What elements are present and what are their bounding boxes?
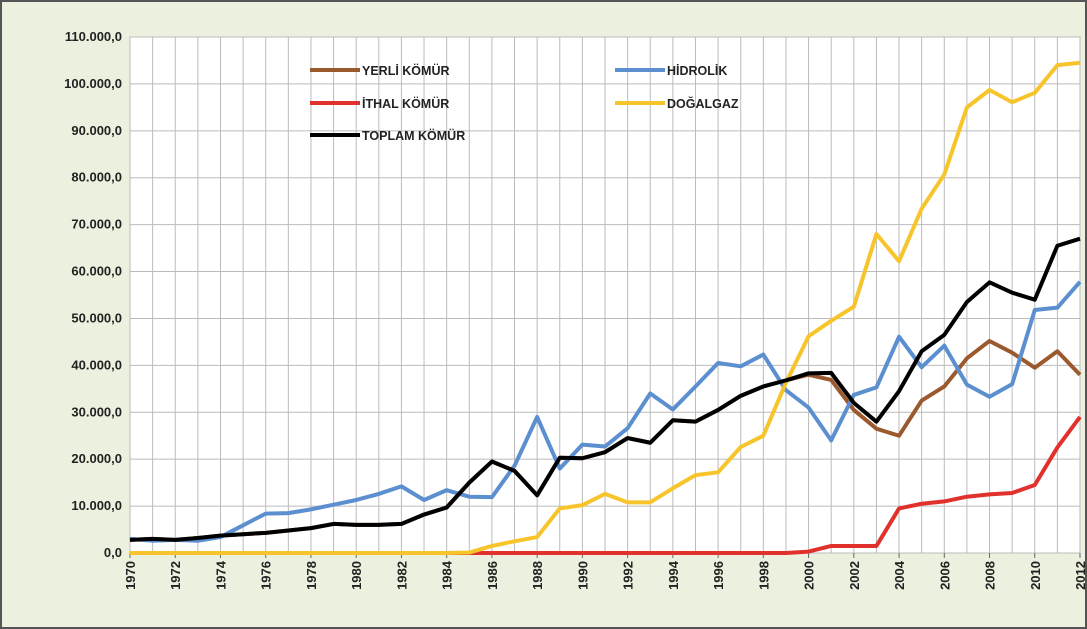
series-line — [130, 60, 1081, 555]
y-tick-label: 10.000,0 — [71, 498, 122, 513]
x-tick-label: 1972 — [168, 561, 183, 590]
legend-label: HİDROLİK — [667, 63, 727, 78]
x-tick-label: 1974 — [213, 560, 228, 590]
y-tick-label: 20.000,0 — [71, 451, 122, 466]
x-tick-label: 2010 — [1028, 561, 1043, 590]
x-tick-label: 2004 — [892, 560, 907, 590]
y-tick-label: 70.000,0 — [71, 217, 122, 232]
series-line — [129, 236, 1081, 542]
x-tick-label: 1994 — [666, 560, 681, 590]
y-tick-label: 30.000,0 — [71, 404, 122, 419]
x-tick-label: 1976 — [259, 561, 274, 590]
y-tick-label: 100.000,0 — [64, 76, 122, 91]
y-tick-label: 50.000,0 — [71, 310, 122, 325]
x-tick-label: 1986 — [485, 561, 500, 590]
x-tick-label: 1988 — [530, 561, 545, 590]
x-tick-label: 1996 — [711, 561, 726, 590]
x-tick-label: 1998 — [756, 561, 771, 590]
y-tick-label: 80.000,0 — [71, 170, 122, 185]
x-tick-label: 2006 — [937, 561, 952, 590]
legend-label: TOPLAM KÖMÜR — [362, 128, 465, 143]
y-tick-label: 0,0 — [104, 545, 122, 560]
x-tick-label: 2008 — [983, 561, 998, 590]
x-tick-label: 1970 — [123, 561, 138, 590]
x-tick-label: 2002 — [847, 561, 862, 590]
x-tick-label: 2000 — [802, 561, 817, 590]
x-tick-label: 2012 — [1073, 561, 1087, 590]
legend-label: YERLİ KÖMÜR — [362, 63, 450, 78]
x-tick-label: 1982 — [394, 561, 409, 590]
x-tick-label: 1992 — [621, 561, 636, 590]
y-tick-label: 90.000,0 — [71, 123, 122, 138]
x-tick-label: 1978 — [304, 561, 319, 590]
y-tick-label: 60.000,0 — [71, 264, 122, 279]
x-tick-label: 1980 — [349, 561, 364, 590]
legend-label: DOĞALGAZ — [667, 96, 739, 111]
series-line — [129, 280, 1082, 543]
y-tick-label: 110.000,0 — [65, 29, 122, 44]
legend-label: İTHAL KÖMÜR — [362, 96, 449, 111]
x-tick-label: 1984 — [440, 560, 455, 590]
x-tick-label: 1990 — [575, 561, 590, 590]
y-tick-label: 40.000,0 — [71, 357, 122, 372]
